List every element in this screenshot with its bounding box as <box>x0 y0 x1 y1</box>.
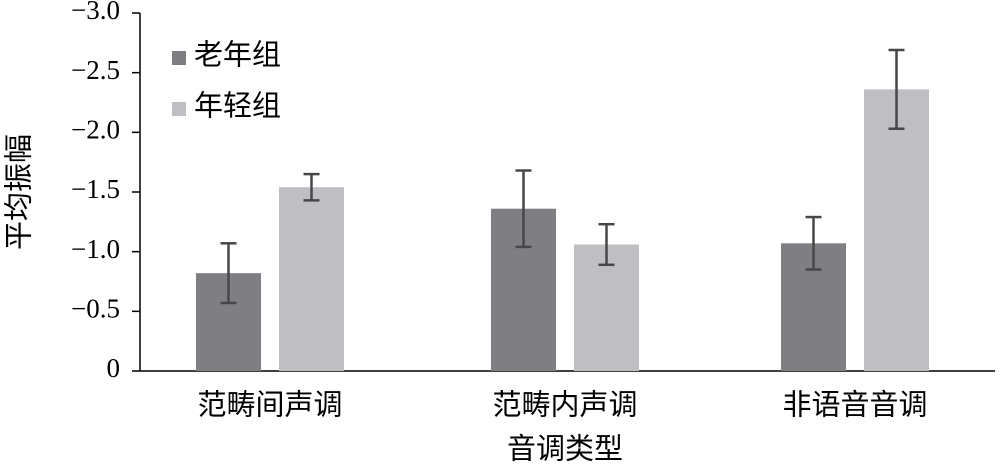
bar <box>279 187 344 371</box>
y-tick-label: −1.5 <box>71 174 120 204</box>
error-bar <box>220 242 237 305</box>
error-bar <box>303 172 320 202</box>
error-bar <box>598 222 615 267</box>
y-tick-label: −3.0 <box>71 0 120 25</box>
error-bar <box>515 169 532 249</box>
y-tick-label: −2.5 <box>71 55 120 85</box>
legend-label: 老年组 <box>194 39 281 72</box>
x-tick-label: 范畴间声调 <box>197 389 342 422</box>
bar <box>864 89 929 371</box>
legend-label: 年轻组 <box>194 90 281 123</box>
legend-swatch <box>172 51 186 65</box>
error-bar <box>805 215 822 271</box>
y-tick-label: −0.5 <box>71 294 120 324</box>
y-tick-label: −2.0 <box>71 115 120 145</box>
x-axis-label: 音调类型 <box>507 433 623 466</box>
legend-swatch <box>172 102 186 116</box>
y-tick-label: 0 <box>107 353 121 383</box>
x-tick-label: 非语音音调 <box>782 389 927 422</box>
y-tick-label: −1.0 <box>71 234 120 264</box>
x-tick-label: 范畴内声调 <box>492 389 637 422</box>
y-axis-label: 平均振幅 <box>3 134 36 250</box>
error-bar <box>888 48 905 131</box>
